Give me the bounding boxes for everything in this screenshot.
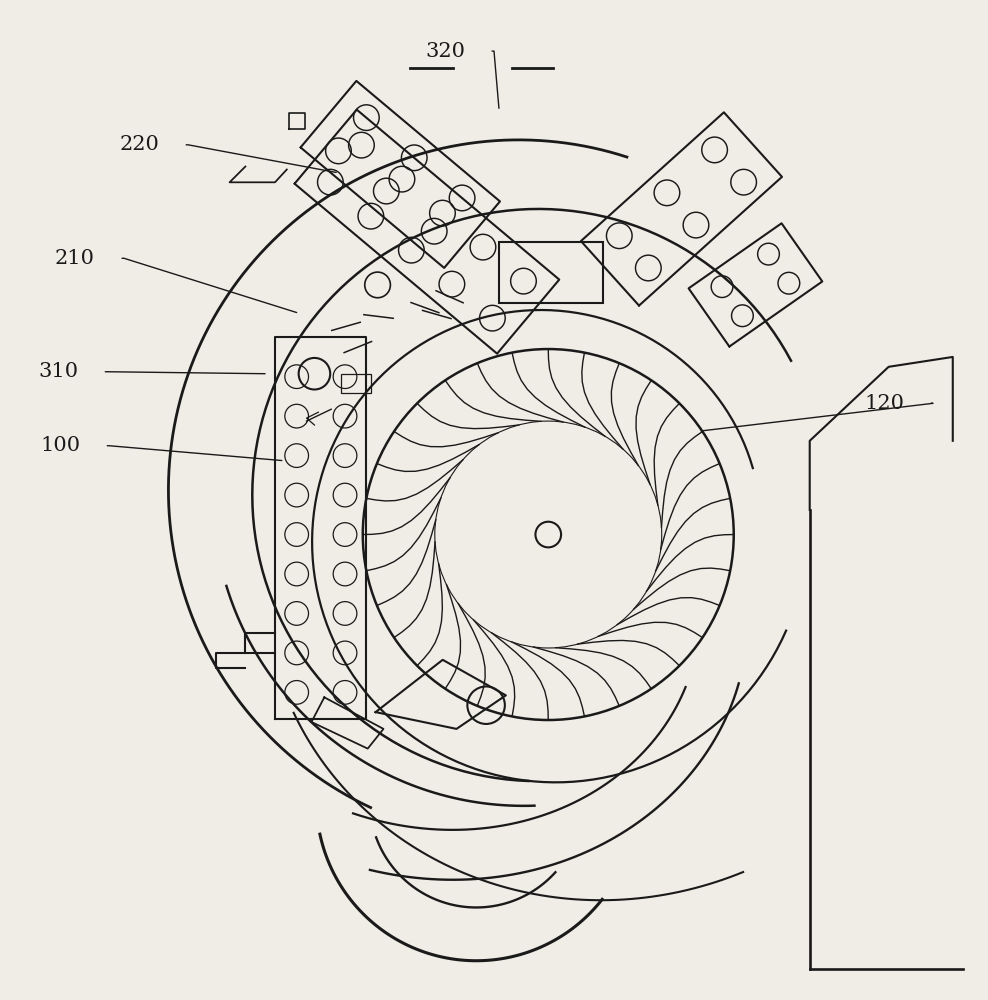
Text: 220: 220 — [120, 135, 159, 154]
Text: 120: 120 — [864, 394, 904, 413]
Text: 100: 100 — [41, 436, 80, 455]
Text: 310: 310 — [39, 362, 78, 381]
Text: 320: 320 — [425, 42, 465, 61]
Text: 210: 210 — [55, 249, 95, 268]
